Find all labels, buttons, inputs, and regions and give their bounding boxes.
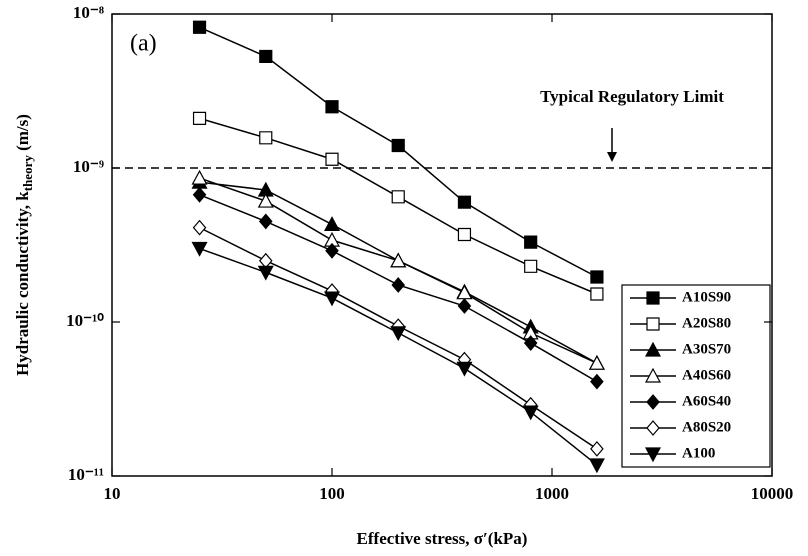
legend-marker [646, 394, 660, 410]
data-point [323, 216, 341, 232]
data-point [325, 152, 339, 166]
x-tick-label: 10 [104, 484, 121, 503]
x-axis-label: Effective stress, σ′(kPa) [357, 529, 528, 548]
legend-label: A60S40 [682, 393, 731, 409]
data-point [590, 373, 604, 390]
data-point [258, 252, 273, 269]
data-point [258, 213, 273, 230]
data-point [323, 291, 341, 307]
data-point [257, 192, 274, 208]
y-tick-label: 10⁻¹¹ [68, 465, 104, 484]
y-label-sub: theory [20, 155, 35, 192]
legend-marker [646, 317, 660, 331]
data-point [522, 405, 539, 421]
data-point [325, 100, 339, 114]
data-point [588, 354, 605, 370]
data-point [257, 265, 274, 281]
y-tick-label: 10⁻⁹ [73, 157, 104, 176]
data-point [191, 169, 208, 185]
y-axis-label: Hydraulic conductivity, ktheory (m/s) [13, 114, 35, 376]
data-point [191, 241, 208, 257]
y-label-main: Hydraulic conductivity, k [13, 191, 32, 376]
data-point [259, 49, 273, 64]
x-tick-label: 100 [319, 484, 345, 503]
y-label-unit: (m/s) [13, 114, 32, 155]
legend-label: A10S90 [682, 289, 731, 305]
data-point [192, 219, 207, 236]
legend-marker [646, 420, 660, 436]
data-point [457, 227, 472, 242]
data-point [192, 20, 207, 34]
data-point [391, 190, 405, 204]
data-point [588, 458, 605, 474]
legend-marker [644, 367, 662, 383]
data-point [456, 284, 473, 300]
plot-frame [111, 13, 773, 477]
series-line [199, 26, 598, 278]
data-point [524, 259, 538, 273]
legend-label: A30S70 [682, 341, 731, 357]
data-point [590, 270, 604, 284]
x-tick-label: 1000 [535, 484, 569, 503]
data-point [390, 326, 407, 342]
legend-marker [644, 447, 662, 463]
legend-label: A100 [682, 445, 715, 461]
data-point [192, 111, 207, 125]
legend-marker [644, 341, 662, 357]
annotation-arrowhead [607, 152, 617, 162]
data-point [457, 195, 472, 209]
data-point [590, 440, 604, 457]
legend-label: A80S20 [682, 419, 731, 435]
legend-marker [646, 291, 660, 305]
data-point [524, 235, 538, 249]
data-point [192, 186, 207, 203]
data-point [391, 277, 406, 293]
data-point [523, 335, 538, 351]
panel-label: (a) [130, 31, 157, 57]
y-tick-label: 10⁻¹⁰ [66, 311, 104, 330]
data-point [590, 287, 604, 301]
legend-label: A40S60 [682, 367, 731, 383]
y-tick-label: 10⁻⁸ [73, 3, 104, 22]
legend-label: A20S80 [682, 315, 731, 331]
data-point [391, 138, 405, 153]
data-point [457, 298, 472, 314]
data-point [456, 361, 473, 377]
data-point [390, 252, 407, 268]
data-point [325, 242, 339, 259]
x-tick-label: 10000 [751, 484, 794, 503]
annotation: Typical Regulatory Limit [540, 87, 724, 106]
data-point [259, 131, 273, 145]
